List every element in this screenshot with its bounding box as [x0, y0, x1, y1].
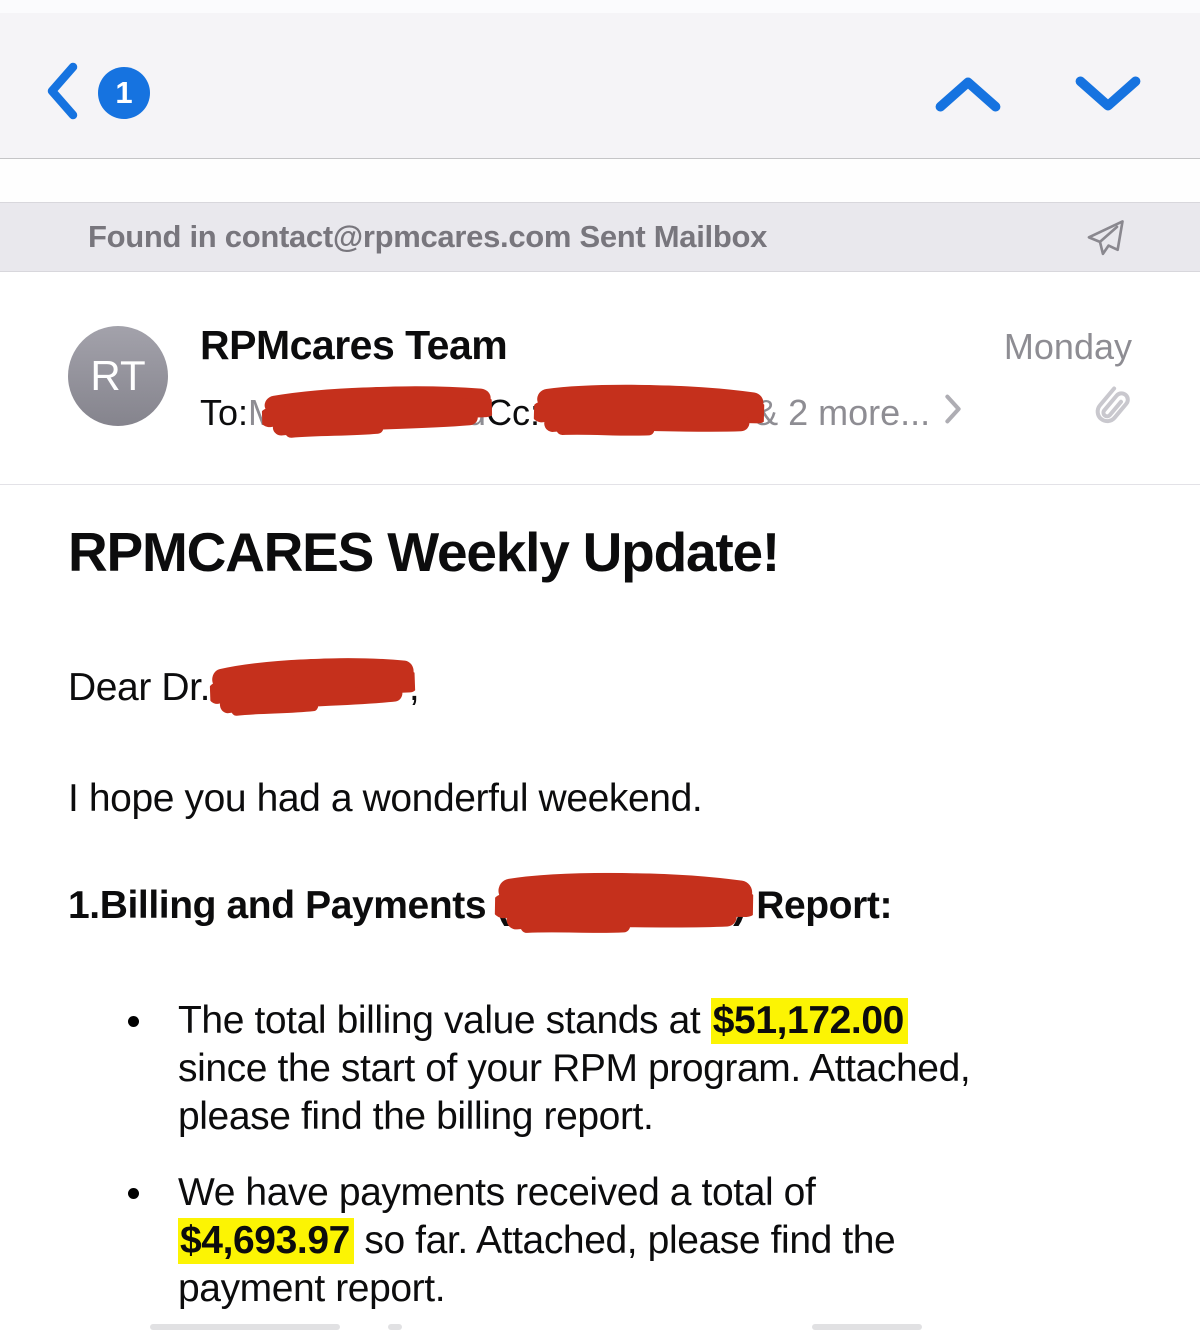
- sender-avatar[interactable]: RT: [68, 326, 168, 426]
- found-in-mailbox-banner: Found in contact@rpmcares.com Sent Mailb…: [0, 202, 1200, 272]
- bullet-line: We have payments received a total of: [178, 1169, 1132, 1217]
- paper-plane-icon[interactable]: [1084, 217, 1128, 266]
- text-segment: To:: [200, 391, 249, 433]
- salutation-line: Dear Dr. A,: [68, 658, 1132, 717]
- text-segment: The total billing value stands at: [178, 999, 711, 1042]
- paperclip-icon: [1086, 386, 1132, 441]
- bullet-line: payment report.: [178, 1265, 1132, 1313]
- nav-content-gap: [0, 158, 1200, 202]
- redaction-scribble: [208, 658, 416, 716]
- bullet-item: The total billing value stands at $51,17…: [68, 997, 1132, 1141]
- bullet-line: please find the billing report.: [178, 1093, 1132, 1141]
- recipient-details-button[interactable]: [944, 392, 962, 434]
- intro-line: I hope you had a wonderful weekend.: [68, 777, 703, 820]
- highlighted-amount: $51,172.00: [710, 998, 908, 1044]
- unread-count-badge: 1: [98, 67, 150, 119]
- cutoff-text-remnant: [150, 1324, 340, 1330]
- chevron-right-icon: [944, 392, 962, 433]
- cutoff-text-remnant: [812, 1324, 922, 1330]
- text-segment: please find the billing report.: [178, 1095, 654, 1138]
- redaction-scribble: [533, 384, 765, 436]
- text-segment: payment report.: [178, 1267, 446, 1310]
- text-segment: & 2 more...: [754, 391, 931, 433]
- back-button[interactable]: [42, 62, 82, 124]
- chevron-left-icon: [42, 61, 80, 126]
- text-segment: 1.Billing and Payments (: [68, 884, 510, 927]
- redaction-scribble: [261, 385, 493, 438]
- bullet-line: since the start of your RPM program. Att…: [178, 1045, 1132, 1093]
- email-body: RPMCARES Weekly Update! Dear Dr. A, I ho…: [0, 485, 1200, 1313]
- text-segment: ) Report:: [733, 884, 893, 927]
- bullet-item: We have payments received a total of $4,6…: [68, 1169, 1132, 1313]
- status-bar-strip: [0, 0, 1200, 13]
- text-segment: Cc:: [486, 391, 541, 433]
- email-subject: RPMCARES Weekly Update!: [68, 521, 780, 583]
- previous-message-button[interactable]: [934, 72, 1002, 121]
- billing-bullet-list: The total billing value stands at $51,17…: [68, 997, 1132, 1313]
- attachment-indicator: [1086, 383, 1132, 442]
- chevron-down-icon: [1074, 76, 1142, 120]
- billing-section-heading: 1.Billing and Payments ( ) Report:: [68, 872, 1132, 939]
- text-segment: We have payments received a total of: [178, 1171, 816, 1214]
- redaction-scribble: [494, 872, 754, 933]
- header-body-divider: [0, 484, 1200, 485]
- bullet-line: The total billing value stands at $51,17…: [178, 997, 1132, 1045]
- highlighted-amount: $4,693.97: [178, 1218, 354, 1264]
- sender-name: RPMcares Team: [200, 322, 508, 368]
- cutoff-text-remnant: [388, 1324, 402, 1330]
- email-date: Monday: [1003, 326, 1132, 367]
- text-segment: so far. Attached, please find the: [353, 1219, 896, 1262]
- chevron-up-icon: [934, 77, 1002, 120]
- found-in-mailbox-text: Found in contact@rpmcares.com Sent Mailb…: [88, 219, 768, 254]
- next-message-button[interactable]: [1074, 72, 1142, 121]
- top-navigation-bar: 1: [0, 0, 1200, 158]
- bullet-line: $4,693.97 so far. Attached, please find …: [178, 1217, 1132, 1265]
- text-segment: since the start of your RPM program. Att…: [178, 1047, 971, 1090]
